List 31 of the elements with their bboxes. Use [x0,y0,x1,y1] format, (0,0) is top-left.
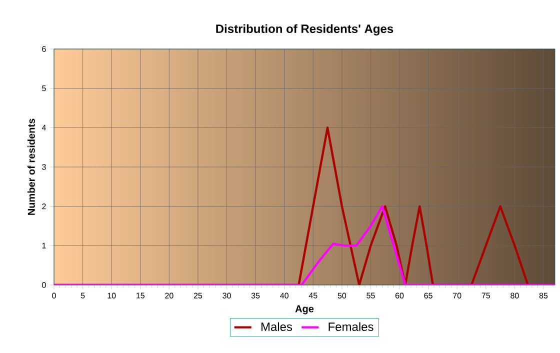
x-axis-title: Age [295,305,314,314]
chart-title: Distribution of Residents' Ages [216,24,394,36]
y-tick-label: 4 [42,124,46,130]
x-tick-label: 50 [338,292,346,298]
x-tick-label: 80 [510,292,519,298]
legend-label: Males [261,322,292,332]
x-tick-label: 0 [52,292,56,298]
y-tick-label: 5 [42,86,46,92]
y-axis-title: Number of residents [28,118,35,215]
x-tick-label: 30 [222,292,231,298]
x-tick-label: 85 [539,292,548,298]
y-tick-label: 3 [42,164,46,170]
x-tick-label: 35 [251,292,260,298]
x-tick-label: 60 [395,292,404,298]
x-tick-label: 20 [165,292,174,298]
y-tick-label: 2 [42,204,46,210]
x-tick-label: 70 [453,292,462,298]
y-tick-label: 6 [42,46,46,52]
x-tick-label: 45 [308,292,318,298]
x-tick-label: 75 [482,292,490,298]
y-tick-label: 0 [42,282,46,288]
x-tick-label: 5 [80,292,85,298]
x-tick-label: 10 [108,292,116,298]
x-tick-label: 25 [194,292,202,298]
x-tick-label: 40 [280,292,288,298]
line-series [54,205,555,285]
x-tick-label: 15 [136,292,144,298]
x-tick-label: 65 [424,292,432,298]
y-tick-label: 1 [42,242,46,248]
x-tick-label: 55 [366,292,375,298]
legend-label: Females [328,322,374,332]
